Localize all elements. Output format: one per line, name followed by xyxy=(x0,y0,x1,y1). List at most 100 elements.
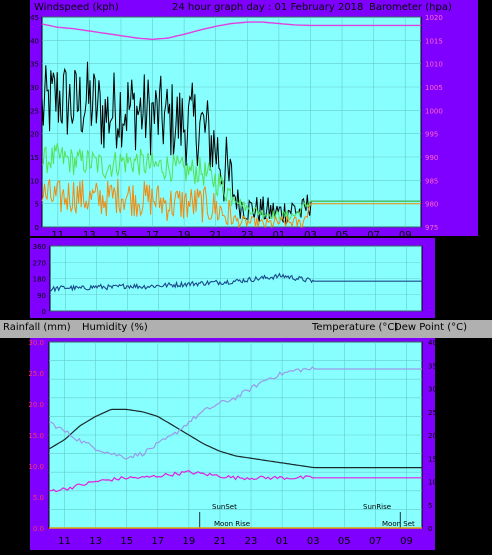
direction-y-tick: 180 xyxy=(33,276,46,284)
humidity-y-tick: 80 xyxy=(17,376,26,384)
dewpoint-label: Dew Point (°C) xyxy=(394,322,467,333)
humidity-y-tick: 60 xyxy=(17,413,26,421)
sunset-annotation: SunSet xyxy=(212,503,237,511)
wind-x-tick: 19 xyxy=(178,230,191,241)
temp-y-tick: 5 xyxy=(428,502,432,510)
wind-x-tick: 09 xyxy=(399,230,412,241)
windspeed-label: Windspeed (kph) xyxy=(34,2,119,13)
baro-y-tick: 995 xyxy=(425,131,438,139)
baro-y-tick: 1015 xyxy=(425,37,443,45)
rain-y-tick: 5.0 xyxy=(33,494,44,502)
baro-y-tick: 1010 xyxy=(425,61,443,69)
compass-label: W xyxy=(439,255,449,266)
baro-y-tick: 975 xyxy=(425,224,438,232)
temp-x-tick: 03 xyxy=(307,536,320,547)
wind-x-tick: 05 xyxy=(336,230,349,241)
wind-y-tick: 40 xyxy=(30,37,39,45)
humidity-y-tick: 10 xyxy=(17,506,26,514)
rain-y-tick: 25.0 xyxy=(28,370,44,378)
temp-x-tick: 13 xyxy=(89,536,102,547)
humidity-y-tick: 30 xyxy=(17,469,26,477)
wind-x-tick: 01 xyxy=(273,230,286,241)
temp-y-tick: 15 xyxy=(428,455,437,463)
temp-x-tick: 19 xyxy=(183,536,196,547)
bottom-header-bar xyxy=(0,320,492,338)
wind-x-tick: 11 xyxy=(51,230,64,241)
compass-label: S xyxy=(439,271,445,282)
chart-title: 24 hour graph day : 01 February 2018 xyxy=(172,2,363,13)
direction-y-tick: 360 xyxy=(33,243,46,251)
wind-x-tick: 21 xyxy=(209,230,222,241)
dewpoint-line xyxy=(48,470,422,493)
baro-y-tick: 1020 xyxy=(425,14,443,22)
temp-x-tick: 17 xyxy=(151,536,164,547)
humidity-line xyxy=(49,366,422,460)
humidity-y-tick: 50 xyxy=(17,432,26,440)
wind-y-tick: 15 xyxy=(30,154,39,162)
direction-y-tick: 270 xyxy=(33,259,46,267)
wind-x-tick: 03 xyxy=(304,230,317,241)
temp-y-tick: 40 xyxy=(428,339,437,347)
baro-y-tick: 990 xyxy=(425,154,438,162)
rain-y-tick: 10.0 xyxy=(28,463,44,471)
temperature-label: Temperature (°C) xyxy=(311,322,398,333)
direction-y-tick: 0 xyxy=(42,308,46,316)
temp-x-tick: 09 xyxy=(400,536,413,547)
rain-y-tick: 20.0 xyxy=(28,401,44,409)
humidity-y-tick: 100 xyxy=(13,339,26,347)
wind-plot-area xyxy=(41,16,422,228)
compass-label: E xyxy=(439,287,445,298)
temp-y-tick: 0 xyxy=(428,525,432,533)
temp-x-tick: 01 xyxy=(276,536,289,547)
baro-y-tick: 1000 xyxy=(425,107,443,115)
sunrise-annotation: SunRise xyxy=(363,503,391,511)
temp-x-tick: 23 xyxy=(245,536,258,547)
temp-x-tick: 15 xyxy=(120,536,133,547)
wind-y-tick: 45 xyxy=(30,14,39,22)
baro-y-tick: 985 xyxy=(425,177,438,185)
barometer-label: Barometer (hpa) xyxy=(369,2,452,13)
wind-y-tick: 20 xyxy=(30,131,39,139)
rain-y-tick: 30.0 xyxy=(28,339,44,347)
rain-y-tick: 0.0 xyxy=(33,525,44,533)
wind-speed-line xyxy=(41,178,421,229)
wind-x-tick: 17 xyxy=(146,230,159,241)
wind-x-tick: 23 xyxy=(241,230,254,241)
humidity-y-tick: 40 xyxy=(17,451,26,459)
wind-x-tick: 07 xyxy=(367,230,380,241)
humidity-label: Humidity (%) xyxy=(82,322,148,333)
rainfall-label: Rainfall (mm) xyxy=(3,322,71,333)
humidity-y-tick: 90 xyxy=(17,358,26,366)
temp-x-tick: 11 xyxy=(58,536,71,547)
temp-x-tick: 21 xyxy=(214,536,227,547)
direction-y-tick: 90 xyxy=(37,292,46,300)
humidity-y-tick: 70 xyxy=(17,395,26,403)
temp-x-tick: 05 xyxy=(338,536,351,547)
wind-x-tick: 15 xyxy=(115,230,128,241)
wind-average-line xyxy=(41,143,421,221)
barometer-line xyxy=(41,21,421,41)
humidity-y-tick: 0 xyxy=(22,525,26,533)
temp-y-tick: 10 xyxy=(428,479,437,487)
wind-direction-line xyxy=(49,272,422,293)
moonset-annotation: Moon Set xyxy=(382,520,415,528)
compass-label: N xyxy=(439,303,446,314)
wind-y-tick: 5 xyxy=(35,201,39,209)
rain-y-tick: 15.0 xyxy=(28,432,44,440)
temp-y-tick: 30 xyxy=(428,386,437,394)
wind-y-tick: 10 xyxy=(30,177,39,185)
temp-x-tick: 07 xyxy=(369,536,382,547)
wind-x-tick: 13 xyxy=(83,230,96,241)
temperature-line xyxy=(48,408,422,469)
moonrise-annotation: Moon Rise xyxy=(214,520,250,528)
wind-y-tick: 25 xyxy=(30,107,39,115)
temp-y-tick: 35 xyxy=(428,362,437,370)
baro-y-tick: 1005 xyxy=(425,84,443,92)
wind-y-tick: 0 xyxy=(35,224,39,232)
temp-y-tick: 25 xyxy=(428,409,437,417)
wind-y-tick: 35 xyxy=(30,61,39,69)
wind-y-tick: 30 xyxy=(30,84,39,92)
humidity-y-tick: 20 xyxy=(17,488,26,496)
